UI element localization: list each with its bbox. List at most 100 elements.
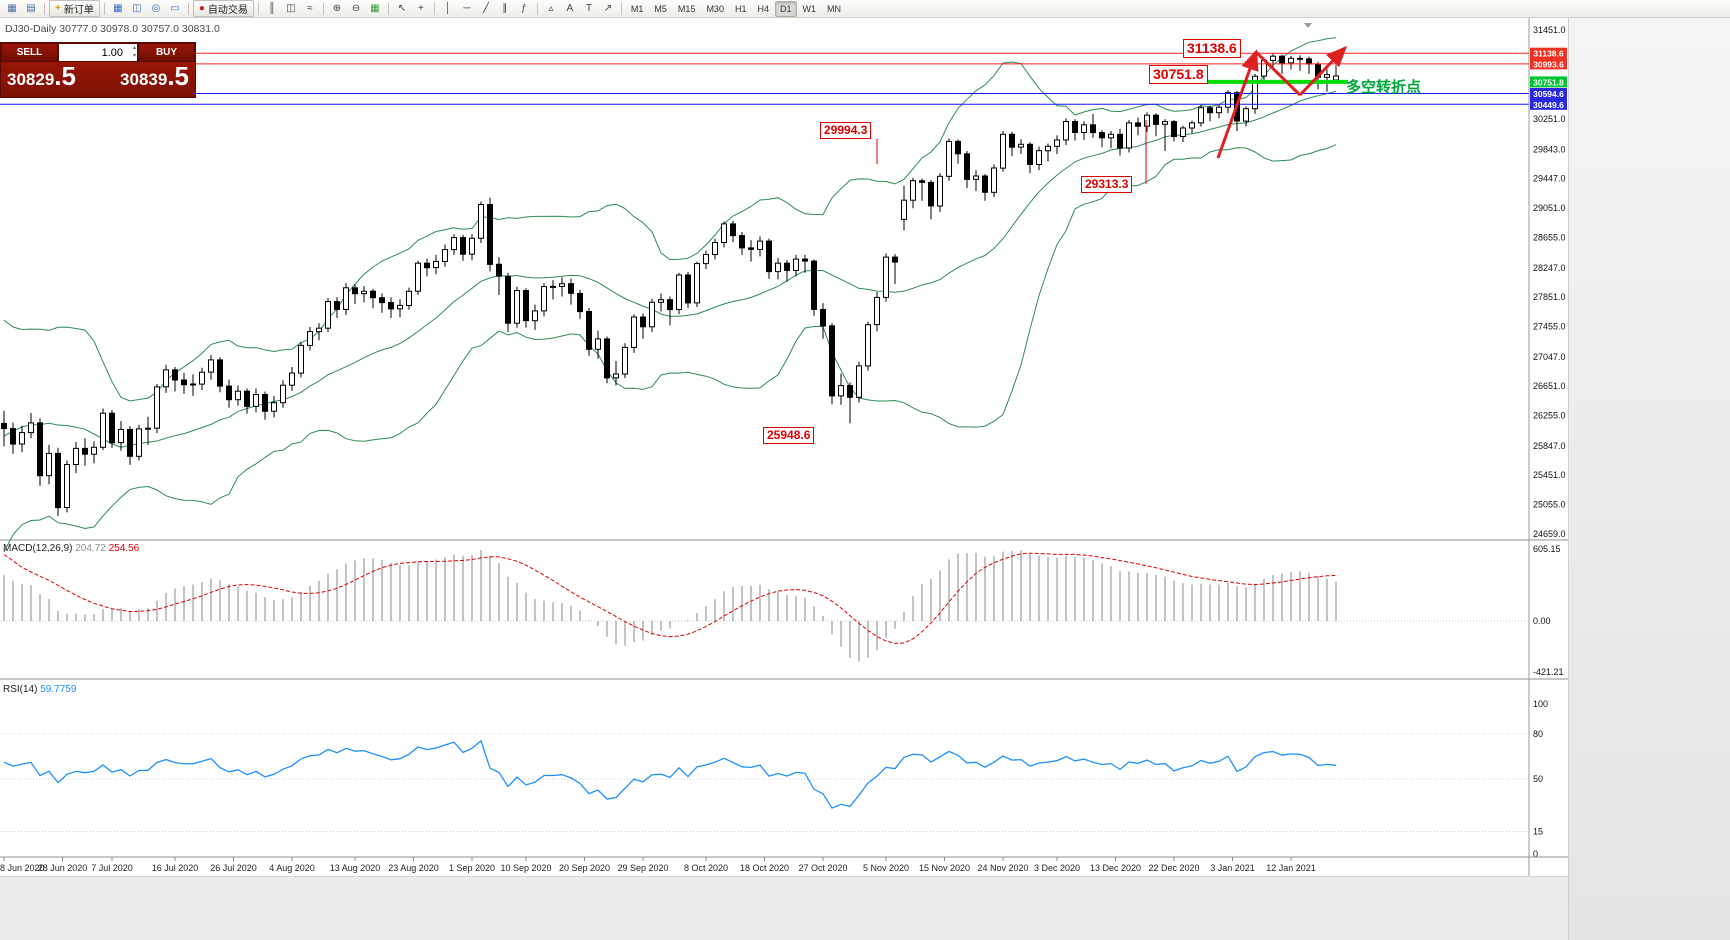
trend-arrow[interactable]: [1298, 45, 1348, 97]
svg-text:3 Jan 2021: 3 Jan 2021: [1210, 863, 1255, 873]
cursor-icon[interactable]: ↖: [397, 3, 407, 14]
new-order-button[interactable]: + 新订单: [49, 0, 100, 17]
price-callout[interactable]: 30751.8: [1149, 65, 1208, 84]
level-lines[interactable]: [0, 52, 1529, 105]
price-callout[interactable]: 25948.6: [763, 427, 815, 444]
candlestick-chart-icon[interactable]: ◫: [286, 3, 296, 14]
new-order-button-label: 新订单: [63, 5, 94, 16]
price-callout[interactable]: 29313.3: [1081, 176, 1133, 193]
new-order-icon: +: [55, 3, 61, 14]
svg-text:26255.0: 26255.0: [1533, 411, 1566, 421]
timeframe-m30[interactable]: M30: [706, 3, 724, 14]
volume-stepper[interactable]: ▴ ▾: [133, 44, 136, 60]
svg-text:27 Oct 2020: 27 Oct 2020: [798, 863, 847, 873]
trend-arrow[interactable]: [1254, 50, 1302, 97]
svg-text:31138.6: 31138.6: [1533, 49, 1564, 59]
svg-text:30251.0: 30251.0: [1533, 114, 1566, 124]
toolbar-separator: [44, 2, 45, 15]
svg-text:30594.6: 30594.6: [1533, 89, 1564, 99]
terminal-icon[interactable]: ▭: [170, 3, 180, 14]
bottom-empty-panel: [0, 876, 1568, 940]
svg-text:29051.0: 29051.0: [1533, 203, 1566, 213]
svg-text:29447.0: 29447.0: [1533, 174, 1566, 184]
svg-text:0.00: 0.00: [1533, 616, 1551, 626]
svg-text:24 Nov 2020: 24 Nov 2020: [977, 863, 1028, 873]
fibonacci-icon[interactable]: ƒ: [521, 3, 527, 14]
svg-text:50: 50: [1533, 774, 1543, 784]
svg-text:30751.8: 30751.8: [1533, 77, 1564, 87]
buy-button[interactable]: BUY: [138, 43, 195, 62]
bar-chart-icon[interactable]: ║: [268, 3, 276, 14]
svg-text:18 Oct 2020: 18 Oct 2020: [740, 863, 789, 873]
volume-input[interactable]: [59, 46, 137, 59]
arrows-tool-icon[interactable]: ↗: [603, 3, 613, 14]
autotrade-button[interactable]: ● 自动交易: [192, 0, 254, 17]
svg-text:26651.0: 26651.0: [1533, 381, 1566, 391]
navigator-icon[interactable]: ◎: [151, 3, 161, 14]
svg-text:80: 80: [1533, 729, 1543, 739]
shapes-icon[interactable]: ▵: [548, 3, 554, 14]
svg-text:12 Jan 2021: 12 Jan 2021: [1266, 863, 1316, 873]
volume-up-icon[interactable]: ▴: [132, 45, 136, 51]
horizontal-line-icon[interactable]: ─: [463, 3, 471, 14]
toolbar-separator: [620, 2, 622, 15]
svg-text:13 Aug 2020: 13 Aug 2020: [330, 863, 381, 873]
toolbar-separator: [536, 2, 538, 15]
channel-icon[interactable]: ∥: [502, 3, 508, 14]
timeframe-h1[interactable]: H1: [734, 3, 747, 14]
svg-text:0: 0: [1533, 849, 1538, 859]
svg-text:5 Nov 2020: 5 Nov 2020: [863, 863, 909, 873]
timeframe-mn[interactable]: MN: [827, 3, 841, 14]
timeframe-w1[interactable]: W1: [802, 3, 817, 14]
price-axis: 31451.0 30251.0 29843.0 29447.0 29051.0 28655…: [0, 18, 1568, 876]
toolbar-separator: [433, 2, 435, 15]
data-window-icon[interactable]: ◫: [132, 3, 142, 14]
svg-text:28655.0: 28655.0: [1533, 233, 1566, 243]
svg-text:20 Sep 2020: 20 Sep 2020: [559, 863, 610, 873]
market-watch-icon[interactable]: ▦: [113, 3, 123, 14]
sell-price[interactable]: 30829.5: [7, 61, 76, 91]
svg-text:25451.0: 25451.0: [1533, 470, 1566, 480]
chart-ohlc-title: DJ30-Daily 30777.0 30978.0 30757.0 30831…: [5, 23, 220, 35]
tile-windows-icon[interactable]: ▦: [370, 3, 380, 14]
toolbar-separator: [322, 2, 324, 15]
timeframe-d1[interactable]: D1: [774, 0, 797, 17]
svg-text:24659.0: 24659.0: [1533, 529, 1566, 539]
timeframe-m15[interactable]: M15: [677, 3, 696, 14]
sell-button[interactable]: SELL: [1, 43, 58, 62]
price-callout[interactable]: 29994.3: [820, 122, 872, 139]
main-toolbar: ▦ ▤ + 新订单 ▦ ◫ ◎ ▭ ● 自动交易 ║ ◫ ≈ ⊕ ⊖ ▦ ↖ + │ ─ ╱ ∥ ƒ ▵ A T ↗ M1 M5 M15 M…: [0, 0, 1730, 18]
trend-arrows[interactable]: [876, 45, 1348, 184]
text-label-icon[interactable]: T: [585, 3, 592, 14]
toolbar-separator: [257, 2, 259, 15]
svg-text:15: 15: [1533, 827, 1543, 837]
svg-text:605.15: 605.15: [1533, 544, 1561, 554]
svg-text:29843.0: 29843.0: [1533, 144, 1566, 154]
chart-window[interactable]: DJ30-Daily 30777.0 30978.0 30757.0 30831…: [0, 18, 1568, 876]
toolbar-separator: [103, 2, 105, 15]
price-chart[interactable]: MACD(12,26,9) 204.72 254.56 605.15 0.00 -42…: [0, 18, 1568, 876]
svg-text:31451.0: 31451.0: [1533, 25, 1566, 35]
profiles-icon[interactable]: ▤: [26, 3, 36, 14]
vertical-line-icon[interactable]: │: [444, 3, 452, 14]
timeframe-m5[interactable]: M5: [654, 3, 667, 14]
text-icon[interactable]: A: [566, 3, 574, 14]
crosshair-icon[interactable]: +: [417, 3, 424, 14]
volume-down-icon[interactable]: ▾: [132, 53, 136, 59]
timeframe-h4[interactable]: H4: [757, 3, 769, 14]
turning-point-note[interactable]: 多空转折点: [1346, 79, 1422, 96]
timeframe-m1[interactable]: M1: [630, 3, 644, 14]
new-chart-icon[interactable]: ▦: [7, 3, 17, 14]
svg-text:28247.0: 28247.0: [1533, 263, 1566, 273]
price-callout[interactable]: 31138.6: [1183, 39, 1241, 58]
trendline-icon[interactable]: ╱: [482, 3, 489, 14]
zoom-out-icon[interactable]: ⊖: [351, 3, 361, 14]
svg-text:26 Jul 2020: 26 Jul 2020: [210, 863, 257, 873]
svg-text:30449.6: 30449.6: [1533, 100, 1564, 110]
svg-text:4 Aug 2020: 4 Aug 2020: [269, 863, 315, 873]
autotrade-button-label: 自动交易: [207, 5, 248, 16]
zoom-in-icon[interactable]: ⊕: [332, 3, 342, 14]
trend-arrow[interactable]: [1216, 49, 1259, 159]
line-chart-icon[interactable]: ≈: [307, 3, 313, 14]
buy-price[interactable]: 30839.5: [120, 61, 189, 91]
